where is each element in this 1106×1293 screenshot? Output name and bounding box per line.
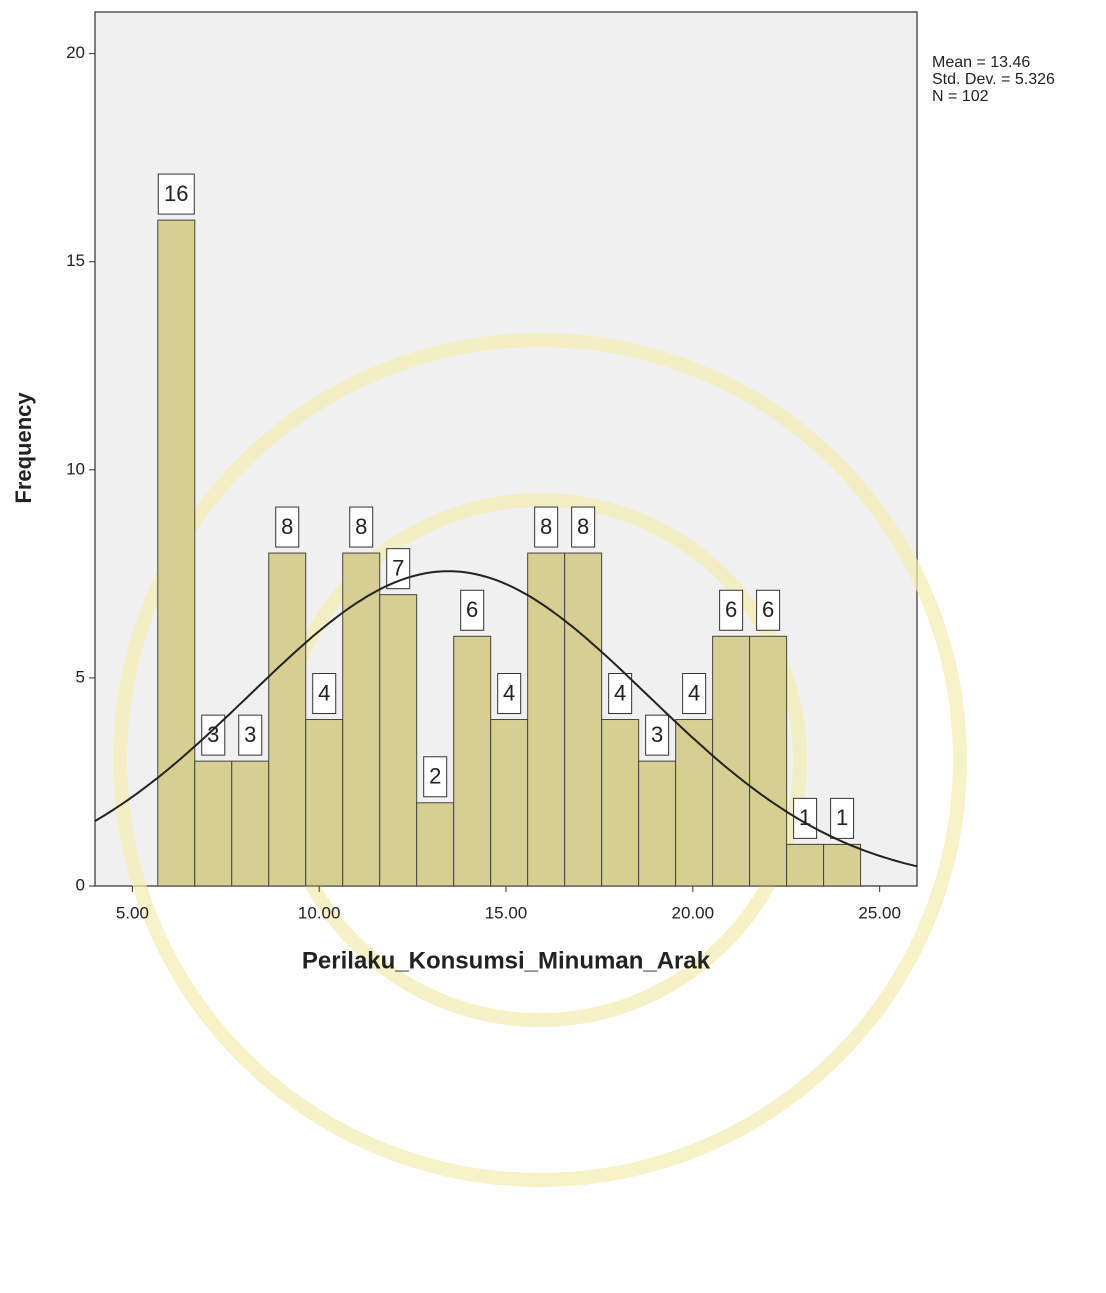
y-tick-label: 20: [66, 43, 85, 62]
x-axis-label: Perilaku_Konsumsi_Minuman_Arak: [302, 947, 711, 974]
y-tick-label: 0: [76, 875, 85, 894]
x-tick-label: 5.00: [116, 903, 149, 922]
value-label: 8: [281, 514, 293, 539]
stats-annotation: N = 102: [932, 88, 989, 105]
value-label: 8: [355, 514, 367, 539]
bar: [157, 219, 196, 887]
bar: [453, 635, 492, 887]
bar: [675, 719, 714, 887]
value-label-box: [312, 673, 337, 715]
bar: [638, 760, 677, 887]
value-label: 4: [503, 680, 515, 705]
value-label: 6: [466, 597, 478, 622]
value-label: 6: [762, 597, 774, 622]
bar: [379, 594, 418, 887]
normal-curve: [94, 570, 918, 868]
bar: [601, 719, 640, 887]
bar: [342, 552, 381, 887]
bar: [823, 843, 862, 887]
bar: [268, 552, 307, 887]
value-label: 8: [577, 514, 589, 539]
x-tick-label: 10.00: [298, 903, 341, 922]
value-label-box: [793, 797, 818, 839]
bar: [416, 802, 455, 887]
value-label: 3: [651, 722, 663, 747]
value-label: 1: [836, 805, 848, 830]
value-label: 1: [799, 805, 811, 830]
stats-annotation: Mean = 13.46: [932, 54, 1030, 71]
bar: [527, 552, 566, 887]
value-label-box: [460, 589, 485, 631]
x-tick-label: 20.00: [672, 903, 715, 922]
bar: [194, 760, 233, 887]
value-label: 16: [164, 181, 188, 206]
value-label-box: [275, 506, 300, 548]
value-label: 4: [614, 680, 626, 705]
value-label-box: [497, 673, 522, 715]
value-label: 6: [725, 597, 737, 622]
value-label: 3: [207, 722, 219, 747]
x-tick-label: 25.00: [858, 903, 901, 922]
value-label-box: [423, 756, 448, 798]
value-label-box: [534, 506, 559, 548]
stats-annotation: Std. Dev. = 5.326: [932, 71, 1055, 88]
value-label: 4: [688, 680, 700, 705]
value-label-box: [719, 589, 744, 631]
y-tick-label: 15: [66, 251, 85, 270]
bar: [564, 552, 603, 887]
value-label-box: [157, 173, 195, 215]
value-label-box: [238, 714, 263, 756]
value-label: 3: [244, 722, 256, 747]
x-tick-label: 15.00: [485, 903, 528, 922]
value-label: 7: [392, 555, 404, 580]
value-label-box: [830, 797, 855, 839]
value-label-box: [756, 589, 781, 631]
value-label: 2: [429, 764, 441, 789]
bar: [786, 843, 825, 887]
value-label-box: [645, 714, 670, 756]
value-label: 8: [540, 514, 552, 539]
bar: [231, 760, 270, 887]
value-label-box: [571, 506, 596, 548]
value-label-box: [608, 673, 633, 715]
value-label: 4: [318, 680, 330, 705]
y-tick-label: 10: [66, 459, 85, 478]
bar: [749, 635, 788, 887]
value-label-box: [349, 506, 374, 548]
bar: [305, 719, 344, 887]
value-label-box: [682, 673, 707, 715]
y-axis-label: Frequency: [11, 392, 36, 504]
bar: [490, 719, 529, 887]
y-tick-label: 5: [76, 667, 85, 686]
